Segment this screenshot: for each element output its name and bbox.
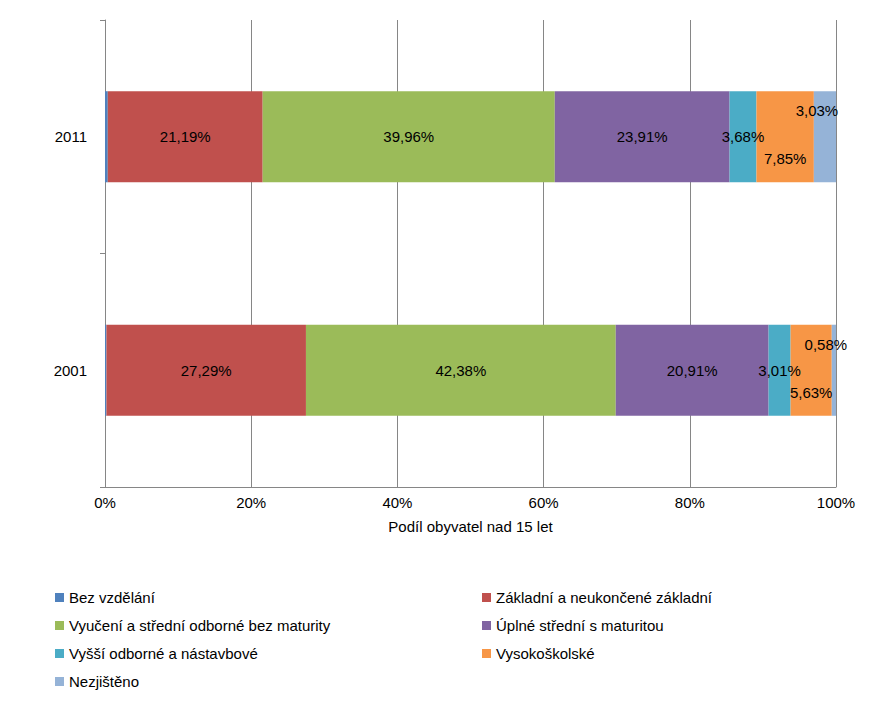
svg-text:Podíl obyvatel nad 15 let: Podíl obyvatel nad 15 let bbox=[388, 518, 553, 535]
svg-text:20%: 20% bbox=[236, 494, 266, 511]
svg-text:42,38%: 42,38% bbox=[435, 362, 486, 379]
svg-text:40%: 40% bbox=[382, 494, 412, 511]
svg-text:Úplné střední s maturitou: Úplné střední s maturitou bbox=[496, 617, 664, 634]
svg-text:23,91%: 23,91% bbox=[617, 128, 668, 145]
svg-text:Vyšší odborné a nástavbové: Vyšší odborné a nástavbové bbox=[69, 645, 258, 662]
svg-text:3,03%: 3,03% bbox=[796, 102, 839, 119]
svg-text:Bez vzdělání: Bez vzdělání bbox=[69, 589, 156, 606]
svg-text:5,63%: 5,63% bbox=[790, 384, 833, 401]
svg-text:7,85%: 7,85% bbox=[764, 150, 807, 167]
svg-text:0,58%: 0,58% bbox=[805, 336, 848, 353]
svg-text:Vysokoškolské: Vysokoškolské bbox=[496, 645, 595, 662]
svg-text:60%: 60% bbox=[529, 494, 559, 511]
svg-text:2011: 2011 bbox=[55, 128, 87, 145]
svg-text:80%: 80% bbox=[675, 494, 705, 511]
svg-text:Základní a neukončené základní: Základní a neukončené základní bbox=[496, 589, 713, 606]
svg-text:39,96%: 39,96% bbox=[383, 128, 434, 145]
svg-text:20,91%: 20,91% bbox=[667, 362, 718, 379]
svg-text:Nezjištěno: Nezjištěno bbox=[69, 673, 139, 690]
svg-text:3,01%: 3,01% bbox=[758, 362, 801, 379]
svg-text:100%: 100% bbox=[817, 494, 855, 511]
svg-text:2001: 2001 bbox=[54, 362, 87, 379]
svg-text:3,68%: 3,68% bbox=[722, 128, 765, 145]
svg-text:21,19%: 21,19% bbox=[160, 128, 211, 145]
svg-text:0%: 0% bbox=[94, 494, 116, 511]
svg-text:Vyučení a střední odborné bez: Vyučení a střední odborné bez maturity bbox=[69, 617, 331, 634]
svg-text:27,29%: 27,29% bbox=[181, 362, 232, 379]
